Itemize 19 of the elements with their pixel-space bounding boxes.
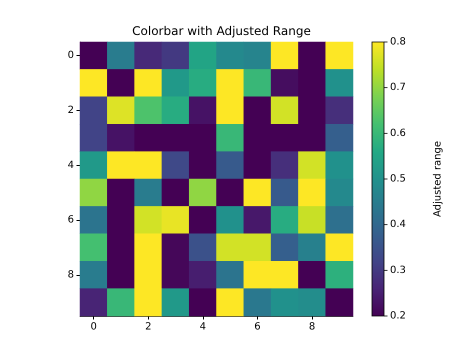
color-bar-title: Adjusted range — [432, 140, 444, 218]
color-bar-label: 0.7 — [390, 82, 406, 94]
y-tick-label: 2 — [68, 105, 74, 116]
y-tick-label: 8 — [68, 269, 74, 280]
color-bar-label: 0.4 — [390, 219, 406, 230]
color-bar-label: 0.3 — [390, 264, 406, 276]
x-tick-label: 4 — [200, 322, 206, 332]
color-bar-label: 0.5 — [390, 174, 406, 184]
x-tick-label: 0 — [90, 322, 97, 332]
y-tick-label: 4 — [68, 160, 74, 171]
y-tick-label: 6 — [68, 214, 74, 226]
color-bar-label: 0.2 — [390, 310, 406, 322]
color-bar-label: 0.8 — [390, 36, 406, 48]
y-tick-label: 0 — [68, 50, 74, 62]
x-tick-label: 8 — [308, 322, 316, 332]
chart-title: Colorbar with Adjusted Range — [132, 24, 311, 38]
x-tick-label: 6 — [254, 322, 261, 332]
color-bar-label: 0.6 — [390, 128, 406, 139]
x-tick-label: 2 — [145, 322, 152, 332]
